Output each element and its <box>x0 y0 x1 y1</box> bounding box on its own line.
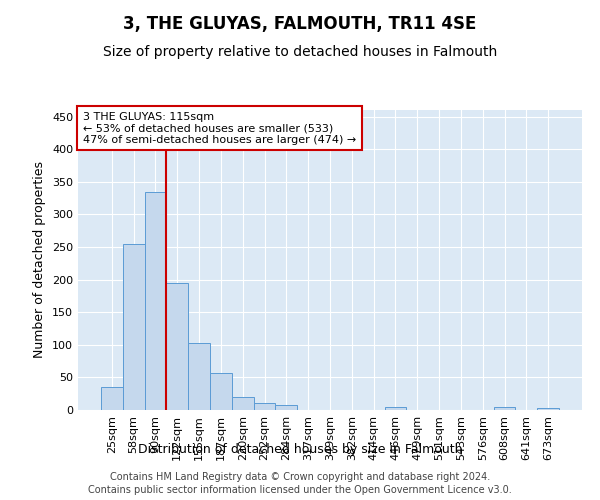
Bar <box>254 403 275 410</box>
Bar <box>494 406 515 410</box>
Bar <box>232 397 254 410</box>
Y-axis label: Number of detached properties: Number of detached properties <box>34 162 46 358</box>
Bar <box>210 373 232 410</box>
Bar <box>123 244 145 410</box>
Bar <box>145 192 166 410</box>
Text: 3 THE GLUYAS: 115sqm
← 53% of detached houses are smaller (533)
47% of semi-deta: 3 THE GLUYAS: 115sqm ← 53% of detached h… <box>83 112 356 144</box>
Text: Contains public sector information licensed under the Open Government Licence v3: Contains public sector information licen… <box>88 485 512 495</box>
Bar <box>275 405 297 410</box>
Text: Contains HM Land Registry data © Crown copyright and database right 2024.: Contains HM Land Registry data © Crown c… <box>110 472 490 482</box>
Bar <box>166 283 188 410</box>
Text: Size of property relative to detached houses in Falmouth: Size of property relative to detached ho… <box>103 45 497 59</box>
Bar <box>537 408 559 410</box>
Bar <box>385 406 406 410</box>
Text: 3, THE GLUYAS, FALMOUTH, TR11 4SE: 3, THE GLUYAS, FALMOUTH, TR11 4SE <box>124 15 476 33</box>
Bar <box>188 344 210 410</box>
Text: Distribution of detached houses by size in Falmouth: Distribution of detached houses by size … <box>138 442 462 456</box>
Bar <box>101 387 123 410</box>
